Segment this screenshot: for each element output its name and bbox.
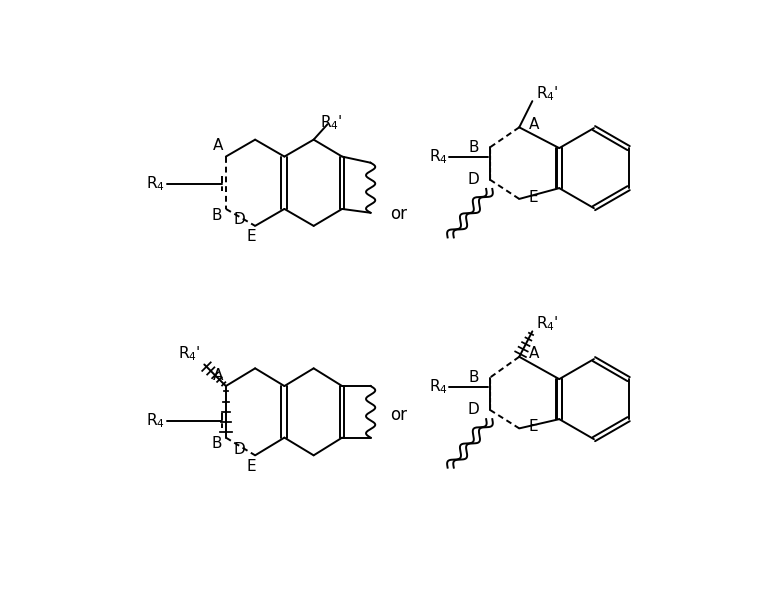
Text: E: E xyxy=(246,229,256,244)
Text: R$_4$: R$_4$ xyxy=(146,174,165,193)
Text: E: E xyxy=(246,459,256,474)
Text: E: E xyxy=(529,419,538,434)
Text: D: D xyxy=(233,212,246,227)
Text: B: B xyxy=(211,208,222,223)
Text: D: D xyxy=(468,172,479,187)
Text: A: A xyxy=(529,346,539,361)
Text: R$_4$: R$_4$ xyxy=(429,147,448,166)
Text: or: or xyxy=(391,406,407,423)
Text: R$_4$': R$_4$' xyxy=(536,84,559,103)
Text: A: A xyxy=(213,138,224,153)
Text: R$_4$: R$_4$ xyxy=(146,412,165,430)
Text: D: D xyxy=(233,441,246,456)
Text: or: or xyxy=(391,205,407,223)
Text: B: B xyxy=(211,436,222,451)
Text: R$_4$: R$_4$ xyxy=(429,377,448,396)
Text: D: D xyxy=(468,403,479,418)
Text: B: B xyxy=(468,370,479,385)
Text: R$_4$': R$_4$' xyxy=(536,314,559,333)
Text: E: E xyxy=(529,190,538,205)
Text: A: A xyxy=(529,117,539,132)
Text: B: B xyxy=(468,140,479,155)
Text: A: A xyxy=(213,368,224,383)
Text: R$_4$': R$_4$' xyxy=(178,344,201,363)
Text: R$_4$': R$_4$' xyxy=(320,113,343,132)
